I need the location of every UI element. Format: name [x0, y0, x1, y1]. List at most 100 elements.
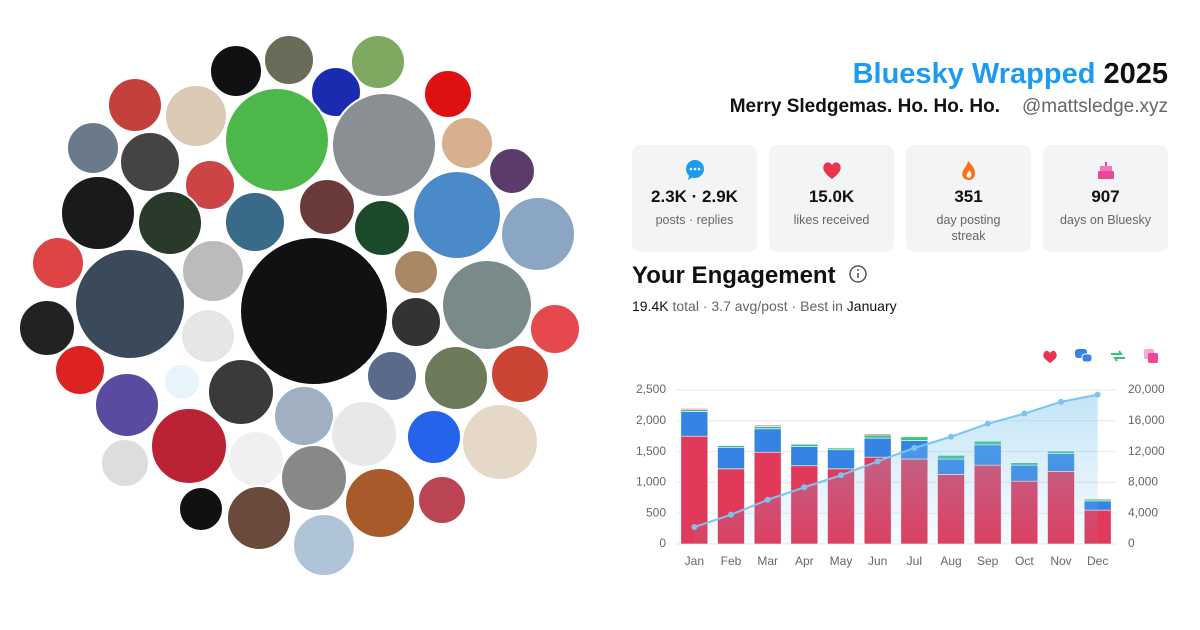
bar-segment: [790, 443, 819, 447]
stat-icon: [685, 160, 704, 180]
bar-segment: [827, 447, 855, 451]
avatar: [344, 467, 416, 539]
bar-segment: [900, 435, 929, 438]
bar-segment: [1083, 498, 1112, 500]
avatar: [500, 196, 576, 272]
x-tick-label: Nov: [1050, 554, 1071, 568]
bar-segment: [900, 436, 929, 441]
legend: [1043, 349, 1158, 363]
bar-segment: [1047, 471, 1075, 545]
bar-segment: [1010, 480, 1039, 545]
avatar: [423, 345, 489, 411]
y2-tick-label: 12,000: [1128, 444, 1165, 458]
legend-icon: [1148, 353, 1158, 363]
x-tick-label: Jul: [907, 554, 922, 568]
line: [694, 393, 1098, 529]
avatar: [54, 344, 106, 396]
title-year: 2025: [1103, 58, 1168, 90]
bar-segment: [1010, 461, 1039, 463]
stat-card: 15.0K likes received: [769, 145, 894, 252]
avatar: [488, 147, 536, 195]
bar-segment: [937, 454, 965, 460]
avatar: [184, 159, 236, 211]
bar-segment: [753, 451, 782, 545]
bar-segment: [1010, 464, 1039, 482]
legend-icon: [1081, 353, 1093, 363]
bar-segment: [827, 449, 855, 470]
bar-segment: [753, 424, 782, 427]
avatar: [417, 475, 467, 525]
avatar: [490, 344, 550, 404]
avatar: [178, 486, 224, 532]
bar-segment: [863, 437, 892, 458]
title: Bluesky Wrapped 2025: [853, 58, 1168, 91]
y2-tick-label: 20,000: [1128, 382, 1165, 396]
handle: @mattsledge.xyz: [1021, 96, 1168, 117]
legend-icon: [1144, 349, 1154, 359]
avatar: [280, 444, 348, 512]
y2-tick-label: 8,000: [1128, 475, 1158, 489]
avatar: [224, 87, 330, 193]
bar-segment: [827, 468, 855, 545]
bar-segment: [753, 428, 782, 453]
bar-segment: [937, 458, 965, 475]
y-tick-label: 2,500: [636, 382, 666, 396]
avatar: [366, 350, 418, 402]
x-tick-label: Oct: [1015, 554, 1034, 568]
stat-card: 907 days on Bluesky: [1043, 145, 1168, 252]
section-title: Your Engagement: [632, 262, 868, 290]
subtitle: Merry Sledgemas. Ho. Ho. Ho.: [729, 96, 1000, 117]
x-tick-label: Mar: [757, 554, 778, 568]
bar-segment: [973, 444, 1002, 466]
info-icon[interactable]: [848, 264, 868, 284]
avatar: [406, 409, 462, 465]
x-tick-label: Jan: [685, 554, 704, 568]
legend-icon: [1111, 350, 1125, 362]
avatar: [226, 485, 292, 551]
summary: 19.4K total · 3.7 avg/post · Best in Jan…: [632, 298, 897, 314]
avatar: [119, 131, 181, 193]
line-point: [728, 511, 734, 518]
avatar: [239, 236, 389, 386]
bar-segment: [1047, 453, 1075, 472]
legend-icon: [1075, 349, 1087, 358]
x-tick-label: May: [830, 554, 853, 568]
y-tick-label: 2,000: [636, 413, 666, 427]
bar-segment: [790, 443, 819, 445]
x-tick-label: Dec: [1087, 554, 1108, 568]
avatar: [353, 199, 411, 257]
bar-segment: [1010, 462, 1039, 466]
avatar: [292, 513, 356, 577]
avatar: [164, 84, 228, 148]
avatar: [137, 190, 203, 256]
avatar: [180, 308, 236, 364]
avatar: [423, 69, 473, 119]
stat-value: 15.0K: [808, 187, 855, 206]
line-point: [801, 484, 808, 491]
y-tick-label: 1,500: [636, 444, 666, 458]
bar-segment: [863, 456, 892, 545]
avatar: [331, 92, 437, 198]
stat-card: 351 day posting streak: [906, 145, 1031, 252]
bar-segment: [680, 435, 709, 545]
bar-segment: [863, 433, 892, 436]
stat-label: posts · replies: [655, 213, 734, 227]
bar-segment: [827, 446, 855, 449]
stat-value: 351: [954, 187, 983, 206]
line-point: [874, 458, 881, 465]
avatar: [100, 438, 150, 488]
avatar: [74, 248, 186, 360]
bar-segment: [680, 411, 709, 437]
avatar: [181, 239, 245, 303]
y-tick-label: 0: [659, 536, 666, 550]
stat-label: day posting streak: [936, 213, 1001, 243]
avatar: [393, 249, 439, 295]
avatar: [209, 44, 263, 98]
avatar: [227, 430, 285, 488]
section-title-text: Your Engagement: [632, 262, 836, 289]
x-tick-label: Jun: [868, 554, 887, 568]
avatar: [18, 299, 76, 357]
summary-total: 19.4K: [632, 298, 669, 314]
bar-segment: [1083, 498, 1112, 502]
